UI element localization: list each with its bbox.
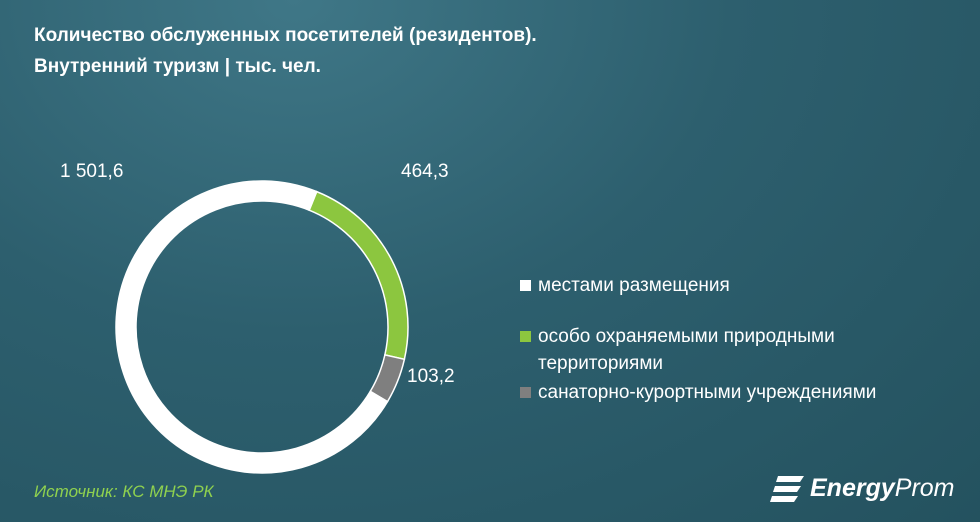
logo-icon <box>770 476 804 503</box>
legend-swatch-green <box>520 331 531 342</box>
legend-label: местами размещения <box>538 275 730 296</box>
logo-text-bold: Energy <box>810 474 895 502</box>
value-label-sanatoriums: 103,2 <box>407 366 455 387</box>
energyprom-logo: EnergyProm <box>770 474 955 504</box>
legend-item-accommodation: местами размещения <box>520 272 876 299</box>
legend-swatch-white <box>520 280 531 291</box>
source-note: Источник: КС МНЭ РК <box>34 482 214 501</box>
chart-legend: местами размещения особо охраняемыми при… <box>520 272 876 406</box>
logo-text-light: Prom <box>894 474 955 502</box>
legend-label: санаторно-курортными учреждениями <box>538 382 877 403</box>
chart-title: Количество обслуженных посетителей (рези… <box>34 20 537 82</box>
legend-item-sanatoriums: санаторно-курортными учреждениями <box>520 379 876 406</box>
legend-label-cont: территориями <box>538 353 664 374</box>
legend-item-protected-areas: особо охраняемыми природными территориям… <box>520 323 876 377</box>
chart-title-line1: Количество обслуженных посетителей (рези… <box>34 25 537 46</box>
legend-label: особо охраняемыми природными <box>538 326 835 347</box>
slice-protected-areas <box>308 190 409 361</box>
value-label-protected-areas: 464,3 <box>401 161 449 182</box>
slice-accommodation <box>115 180 389 474</box>
legend-swatch-gray <box>520 387 531 398</box>
chart-subtitle: Внутренний туризм | тыс. чел. <box>34 56 321 77</box>
value-label-accommodation: 1 501,6 <box>60 161 124 182</box>
